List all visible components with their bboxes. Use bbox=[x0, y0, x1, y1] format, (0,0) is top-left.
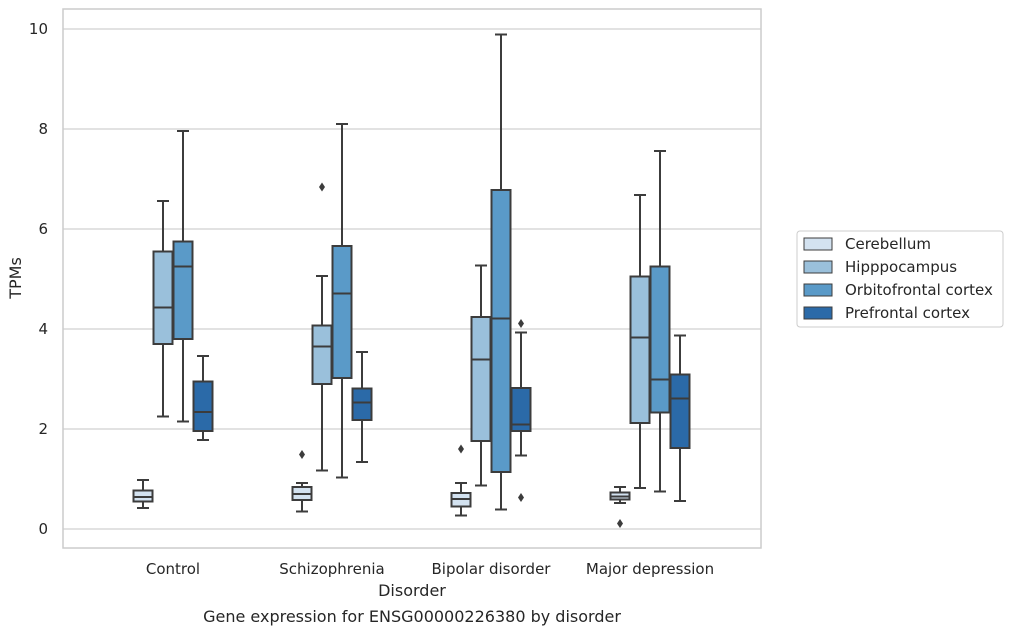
outlier-point bbox=[458, 444, 464, 454]
x-tick-label: Control bbox=[146, 560, 200, 578]
boxes bbox=[132, 33, 691, 528]
box-hipppocampus-0 bbox=[152, 200, 174, 418]
box-iqr bbox=[669, 373, 691, 449]
box-prefrontal-cortex-0 bbox=[192, 355, 214, 441]
x-axis-title: Disorder bbox=[378, 581, 446, 600]
box-cerebellum-1 bbox=[291, 450, 313, 513]
x-tick-label: Major depression bbox=[586, 560, 714, 578]
y-tick-label: 6 bbox=[38, 220, 48, 238]
y-tick-label: 10 bbox=[29, 20, 48, 38]
box-cerebellum-0 bbox=[132, 479, 154, 509]
x-tick-label: Schizophrenia bbox=[279, 560, 384, 578]
box-orbitofrontal-cortex-1 bbox=[331, 123, 353, 479]
box-hipppocampus-1 bbox=[311, 182, 333, 472]
box-iqr bbox=[649, 265, 671, 414]
y-tick-label: 0 bbox=[38, 520, 48, 538]
box-iqr bbox=[510, 387, 532, 432]
box-iqr bbox=[192, 380, 214, 432]
box-hipppocampus-2 bbox=[470, 264, 492, 487]
legend: Cerebellum Hipppocampus Orbitofrontal cort… bbox=[796, 230, 1004, 328]
box-iqr bbox=[152, 250, 174, 345]
box-cerebellum-2 bbox=[450, 444, 472, 517]
y-axis-title: TPMs bbox=[6, 257, 25, 300]
legend-swatch bbox=[803, 237, 833, 251]
legend-label: Prefrontal cortex bbox=[845, 304, 970, 322]
outlier-point bbox=[518, 319, 524, 328]
box-orbitofrontal-cortex-3 bbox=[649, 150, 671, 493]
box-orbitofrontal-cortex-2 bbox=[490, 33, 512, 511]
box-cerebellum-3 bbox=[609, 486, 631, 528]
box-prefrontal-cortex-1 bbox=[351, 351, 373, 463]
box-iqr bbox=[629, 275, 651, 424]
box-orbitofrontal-cortex-0 bbox=[172, 130, 194, 423]
legend-label: Hipppocampus bbox=[845, 258, 957, 276]
x-axis-ticks: Control Schizophrenia Bipolar disorder Majo… bbox=[146, 560, 714, 578]
outlier-point bbox=[617, 519, 623, 528]
box-iqr bbox=[311, 324, 333, 385]
box-iqr bbox=[331, 245, 353, 379]
box-iqr bbox=[172, 240, 194, 340]
box-hipppocampus-3 bbox=[629, 194, 651, 489]
y-tick-label: 8 bbox=[38, 120, 48, 138]
outlier-point bbox=[299, 450, 305, 459]
legend-frame bbox=[796, 230, 1004, 328]
legend-label: Cerebellum bbox=[845, 235, 931, 253]
y-axis-ticks: 0 2 4 6 8 10 bbox=[29, 20, 48, 538]
box-iqr bbox=[470, 316, 492, 442]
legend-swatch bbox=[803, 260, 833, 274]
box-iqr bbox=[351, 387, 373, 421]
box-iqr bbox=[490, 189, 512, 473]
plot-frame bbox=[62, 8, 762, 549]
outlier-point bbox=[518, 493, 524, 502]
box-prefrontal-cortex-3 bbox=[669, 334, 691, 502]
legend-label: Orbitofrontal cortex bbox=[845, 281, 993, 299]
x-tick-label: Bipolar disorder bbox=[432, 560, 552, 578]
legend-swatch bbox=[803, 283, 833, 297]
y-tick-label: 2 bbox=[38, 420, 48, 438]
box-prefrontal-cortex-2 bbox=[510, 319, 532, 502]
y-tick-label: 4 bbox=[38, 320, 48, 338]
chart-title: Gene expression for ENSG00000226380 by d… bbox=[203, 607, 621, 626]
outlier-point bbox=[319, 182, 325, 192]
legend-swatch bbox=[803, 306, 833, 320]
